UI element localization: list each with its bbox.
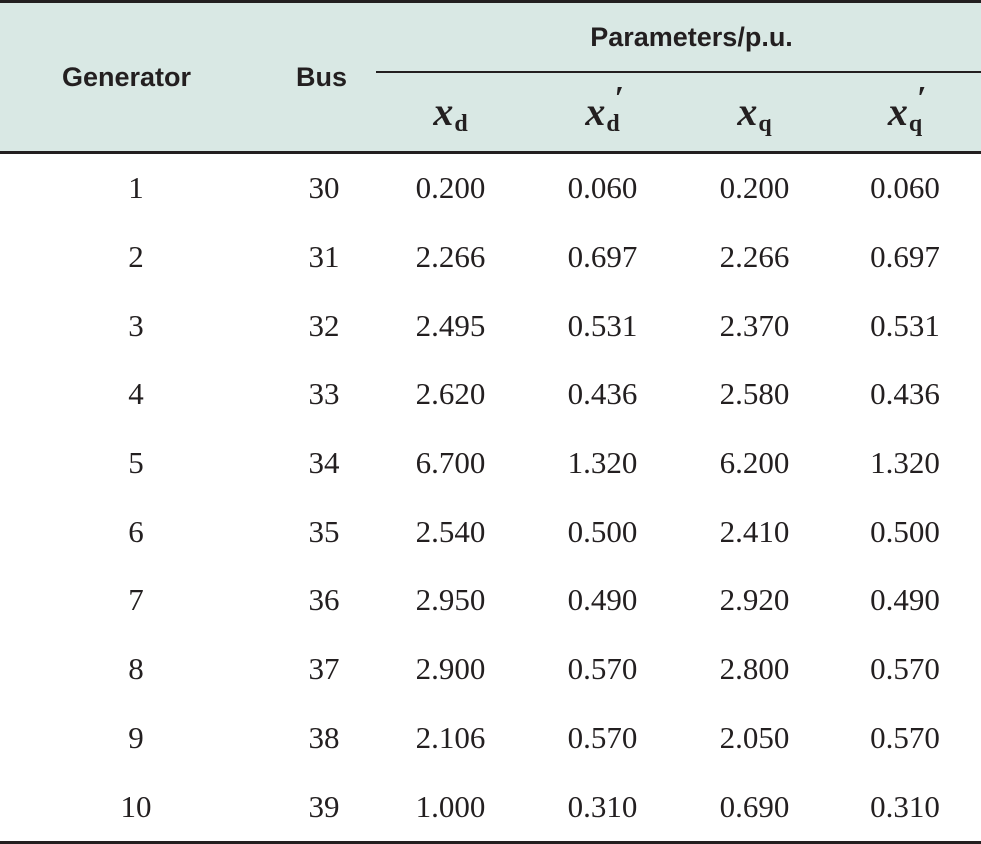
cell-xq-prime: 0.060 [870,170,940,206]
cell-bus: 35 [308,513,340,549]
column-group-header-parameters: Parameters/p.u. [376,0,981,73]
cell-xq: 2.920 [719,582,790,618]
table-body: 1 30 0.200 0.060 0.200 0.060 2 31 2.266 … [0,153,981,844]
xd-prime-mark: ′ [614,80,624,117]
cell-xd: 2.900 [415,651,486,687]
cell-xq: 0.690 [680,772,829,844]
table-header: Generator Bus Parameters/p.u. xd xd ′ xq … [0,0,981,154]
xq-prime-symbol-subscript: q [908,111,923,137]
cell-bus: 38 [308,719,340,755]
table-row: 4 33 2.620 0.436 2.580 0.436 [0,360,981,429]
cell-bus: 37 [308,651,340,687]
cell-xq: 2.266 [719,239,790,275]
cell-xd-prime: 0.570 [567,719,638,755]
cell-xq: 2.580 [719,376,790,412]
column-header-xd-prime: xd ′ [525,72,680,154]
table-row: 8 37 2.900 0.570 2.800 0.570 [0,635,981,704]
cell-bus: 36 [308,582,340,618]
xq-prime-mark: ′ [916,80,927,117]
cell-bus: 39 [272,772,376,844]
cell-xd: 6.700 [415,445,486,481]
xd-prime-symbol-subscript: d [606,111,620,137]
cell-xq-prime: 1.320 [870,445,940,481]
xd-symbol-subscript: d [454,111,468,137]
table-row: 5 34 6.700 1.320 6.200 1.320 [0,429,981,498]
cell-xq-prime: 0.500 [870,513,940,549]
cell-xd: 2.266 [415,239,486,275]
cell-generator: 3 [128,307,144,343]
cell-xq-prime: 0.531 [870,307,940,343]
cell-xd: 2.950 [415,582,486,618]
cell-xq: 2.410 [719,513,790,549]
column-header-xq-prime: xq ′ [829,72,981,154]
cell-generator: 1 [128,170,144,206]
cell-xq: 2.050 [719,719,790,755]
cell-generator: 7 [128,582,144,618]
table-row: 2 31 2.266 0.697 2.266 0.697 [0,223,981,292]
cell-bus: 32 [308,307,340,343]
cell-xd: 1.000 [376,772,525,844]
xd-prime-symbol-letter: x [585,89,606,134]
cell-xq-prime: 0.570 [870,651,940,687]
cell-xd: 2.620 [415,376,486,412]
table-row: 1 30 0.200 0.060 0.200 0.060 [0,153,981,223]
cell-xd-prime: 0.697 [567,239,638,275]
cell-generator: 4 [128,376,144,412]
cell-xq: 2.800 [719,651,790,687]
cell-xd: 2.495 [415,307,486,343]
cell-xd-prime: 0.436 [567,376,638,412]
cell-xd-prime: 0.490 [567,582,638,618]
cell-xd-prime: 0.310 [525,772,680,844]
table-row: 9 38 2.106 0.570 2.050 0.570 [0,704,981,773]
cell-xq-prime: 0.697 [870,239,940,275]
column-header-xd: xd [376,72,525,154]
xd-prime-symbol: xd ′ [585,82,623,137]
cell-xd-prime: 0.570 [567,651,638,687]
cell-xd: 2.540 [415,513,486,549]
cell-xq: 6.200 [719,445,790,481]
table-row: 3 32 2.495 0.531 2.370 0.531 [0,291,981,360]
cell-xq-prime: 0.570 [870,719,940,755]
xq-prime-symbol: xq ′ [887,82,926,137]
xq-symbol-letter: x [737,89,758,134]
cell-generator: 8 [128,651,144,687]
cell-xq: 2.370 [719,307,790,343]
cell-bus: 31 [308,239,340,275]
cell-xd-prime: 0.531 [567,307,638,343]
cell-bus: 33 [308,376,340,412]
cell-generator: 2 [128,239,144,275]
xq-symbol-subscript: q [758,111,772,137]
cell-bus: 34 [308,445,340,481]
cell-xd: 0.200 [415,170,486,206]
table-row: 10 39 1.000 0.310 0.690 0.310 [0,772,981,844]
cell-generator: 5 [128,445,144,481]
xd-symbol-letter: x [433,89,454,134]
cell-generator: 10 [0,772,272,844]
xq-symbol: xq [737,89,771,137]
column-header-bus: Bus [272,0,376,154]
cell-xq-prime: 0.310 [829,772,981,844]
cell-generator: 6 [128,513,144,549]
cell-bus: 30 [308,170,340,206]
cell-xd-prime: 0.500 [567,513,638,549]
cell-xd-prime: 1.320 [567,445,638,481]
cell-xd-prime: 0.060 [567,170,638,206]
header-row-2: xd xd ′ xq xq ′ [0,72,981,154]
column-header-xq: xq [680,72,829,154]
table-row: 6 35 2.540 0.500 2.410 0.500 [0,497,981,566]
xq-prime-symbol-letter: x [887,89,908,134]
cell-xq-prime: 0.436 [870,376,940,412]
xd-symbol: xd [433,89,467,137]
header-row-1: Generator Bus Parameters/p.u. [0,0,981,154]
column-header-generator: Generator [0,0,272,154]
table-row: 7 36 2.950 0.490 2.920 0.490 [0,566,981,635]
cell-xq: 0.200 [719,170,790,206]
cell-xd: 2.106 [415,719,486,755]
cell-xq-prime: 0.490 [870,582,940,618]
cell-generator: 9 [128,719,144,755]
